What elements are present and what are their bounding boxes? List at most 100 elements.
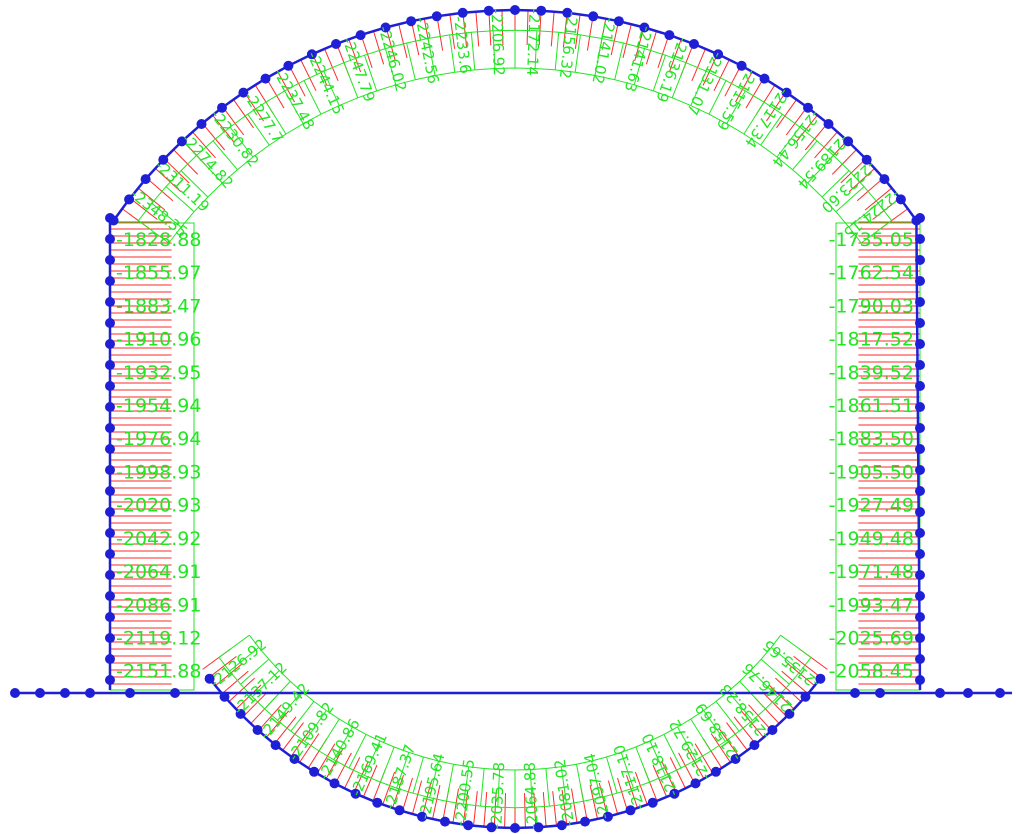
envelope-tick xyxy=(364,55,378,92)
envelope-tick xyxy=(229,647,260,672)
envelope-tick xyxy=(470,32,476,70)
wall-force-label: -1762.54 xyxy=(829,262,914,284)
node xyxy=(915,381,925,391)
node xyxy=(105,234,115,244)
force-hatch xyxy=(475,11,480,47)
wall-force-label: -1839.52 xyxy=(829,362,914,384)
force-hatch xyxy=(864,187,893,211)
force-hatch xyxy=(617,777,629,812)
envelope-tick xyxy=(576,764,584,802)
envelope-tick xyxy=(323,70,340,106)
arc-force-label: -2187.37 xyxy=(380,742,419,812)
envelope-tick xyxy=(690,718,712,752)
wall-force-label: -1883.50 xyxy=(829,428,914,450)
force-hatch xyxy=(344,756,361,789)
force-hatch xyxy=(243,91,264,122)
node xyxy=(815,673,826,684)
force-hatch xyxy=(273,716,297,745)
arc-force-label: -2064.88 xyxy=(521,762,542,830)
force-hatch xyxy=(208,656,237,679)
node xyxy=(580,816,590,827)
force-hatch xyxy=(214,663,243,687)
force-hatch xyxy=(401,777,413,812)
wall-force-label: -1790.03 xyxy=(829,295,914,317)
node xyxy=(431,11,442,22)
envelope-tick xyxy=(212,140,238,171)
node xyxy=(647,797,658,808)
envelope-tick xyxy=(348,734,367,769)
envelope-tick xyxy=(677,726,697,761)
force-hatch xyxy=(360,34,373,69)
envelope-tick xyxy=(529,769,533,808)
node xyxy=(331,39,341,49)
node xyxy=(510,823,520,833)
wall-force-label: -2064.91 xyxy=(116,561,201,583)
frame-member xyxy=(108,8,922,691)
envelope-tick xyxy=(463,766,470,805)
wall-force-label: -1954.94 xyxy=(116,395,201,417)
envelope-tick xyxy=(138,220,170,244)
wall-force-label: -1861.51 xyxy=(829,395,914,417)
envelope-tick xyxy=(760,658,790,685)
node xyxy=(105,276,115,286)
node xyxy=(105,486,115,496)
node xyxy=(170,688,180,698)
force-hatch xyxy=(221,670,249,695)
force-hatch xyxy=(586,16,594,51)
envelope-tick xyxy=(196,155,223,184)
force-hatch xyxy=(488,10,492,46)
force-hatch xyxy=(840,158,867,184)
node xyxy=(105,633,115,643)
arc-force-label: -2247.79 xyxy=(339,35,379,105)
envelope-tick xyxy=(671,62,687,98)
node xyxy=(625,805,636,816)
force-hatch xyxy=(334,752,352,784)
arc-force-label: -2206.92 xyxy=(487,8,508,76)
force-hatch xyxy=(652,764,668,798)
force-envelope-layer xyxy=(109,29,921,809)
force-hatch xyxy=(258,704,282,732)
force-hatch xyxy=(462,12,468,48)
node xyxy=(463,820,474,831)
force-hatch xyxy=(452,788,459,824)
node-layer xyxy=(10,5,1005,833)
force-hatch xyxy=(146,177,174,202)
envelope-tick xyxy=(743,101,765,135)
wall-force-label: -1735.05 xyxy=(829,229,914,251)
force-hatch xyxy=(733,716,757,745)
force-hatch xyxy=(411,780,423,815)
node xyxy=(915,633,925,643)
node xyxy=(105,402,115,412)
arc-force-label: -2242.56 xyxy=(412,16,443,86)
force-hatch xyxy=(483,792,488,827)
envelope-tick xyxy=(726,90,746,124)
force-hatch xyxy=(542,792,547,827)
node xyxy=(125,688,135,698)
node xyxy=(105,255,115,265)
force-label-layer: -1828.88 -1855.97 -1883.47 -1910.96 -1932.95… xyxy=(116,8,914,830)
force-hatch xyxy=(710,733,731,763)
node xyxy=(235,708,246,719)
node xyxy=(602,811,613,822)
force-hatch xyxy=(228,677,255,702)
arc-force-label: -2117.10 xyxy=(610,742,649,812)
node xyxy=(915,360,925,370)
force-hatch xyxy=(748,704,772,732)
node xyxy=(639,22,650,33)
node xyxy=(105,528,115,538)
node xyxy=(260,73,271,84)
force-hatch xyxy=(290,727,312,757)
node xyxy=(915,444,925,454)
envelope-tick xyxy=(807,155,834,184)
wall-force-label: -2025.69 xyxy=(829,628,914,650)
arc-force-label: -2244.15 xyxy=(304,49,348,118)
force-hatch xyxy=(550,11,555,47)
force-hatch xyxy=(538,10,542,46)
force-hatch xyxy=(787,663,816,687)
force-hatch xyxy=(713,59,730,92)
envelope-tick xyxy=(606,756,618,794)
node xyxy=(105,360,115,370)
force-hatch xyxy=(277,71,295,103)
node xyxy=(995,688,1005,698)
force-hatch xyxy=(432,784,441,820)
